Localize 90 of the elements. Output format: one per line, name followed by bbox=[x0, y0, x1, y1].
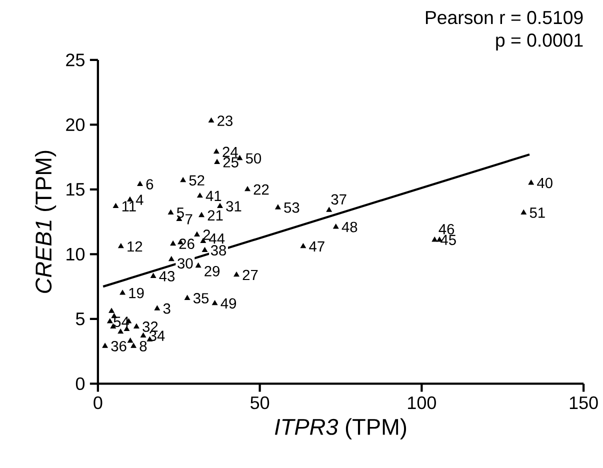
annotation: 32 bbox=[142, 322, 158, 332]
annotation: 52 bbox=[189, 175, 204, 186]
point bbox=[244, 186, 250, 192]
annotation: 53 bbox=[284, 202, 300, 213]
annotation: 6 bbox=[146, 179, 154, 190]
text: p = 0.0001 bbox=[496, 34, 583, 51]
point bbox=[208, 118, 214, 123]
y-tick-label: 10 bbox=[66, 248, 85, 261]
annotation: 2 bbox=[203, 230, 210, 240]
point bbox=[214, 148, 220, 154]
annotation: 23 bbox=[218, 116, 232, 126]
annotation: 8 bbox=[140, 341, 147, 352]
annotation: 26 bbox=[179, 238, 194, 250]
point bbox=[217, 203, 223, 208]
point bbox=[120, 290, 126, 295]
point bbox=[137, 181, 143, 186]
x-tick-label: 0 bbox=[94, 396, 102, 410]
point bbox=[194, 232, 200, 237]
x-axis-title: ITPR3 (TPM) bbox=[274, 418, 406, 440]
point bbox=[528, 180, 534, 185]
annotation: 51 bbox=[530, 208, 545, 218]
point bbox=[333, 224, 339, 229]
annotation: 44 bbox=[209, 234, 225, 244]
point bbox=[202, 247, 208, 252]
point bbox=[184, 295, 190, 300]
point bbox=[134, 324, 140, 329]
point bbox=[118, 328, 124, 334]
text: Pearson r = 0.5109 bbox=[426, 11, 583, 24]
point bbox=[128, 338, 134, 343]
y-tick-label: 0 bbox=[76, 378, 85, 390]
annotation: 4 bbox=[136, 194, 144, 206]
annotation: 22 bbox=[254, 184, 269, 195]
x-tick-label: 150 bbox=[570, 396, 598, 410]
point bbox=[198, 212, 204, 218]
point bbox=[154, 306, 160, 310]
annotation: 12 bbox=[128, 242, 142, 252]
annotation: 40 bbox=[537, 178, 552, 188]
y-tick-label: 20 bbox=[66, 118, 85, 132]
annotation: 11 bbox=[122, 201, 136, 212]
annotation: 47 bbox=[309, 242, 324, 252]
point bbox=[234, 272, 240, 277]
annotation: 30 bbox=[178, 258, 193, 269]
annotation: 36 bbox=[111, 341, 126, 352]
annotation: 19 bbox=[129, 288, 144, 298]
annotation: 49 bbox=[220, 298, 236, 309]
annotation: 7 bbox=[186, 214, 192, 224]
point bbox=[214, 159, 220, 164]
point bbox=[300, 243, 306, 248]
annotation: 25 bbox=[223, 157, 238, 168]
point bbox=[108, 308, 114, 314]
annotation: 48 bbox=[342, 222, 358, 232]
y-axis-title: CREB1 (TPM) bbox=[34, 151, 56, 294]
annotation: 27 bbox=[242, 270, 258, 280]
point bbox=[168, 256, 174, 262]
point bbox=[195, 262, 202, 268]
annotation: 46 bbox=[438, 224, 454, 235]
y-tick-label: 5 bbox=[76, 312, 84, 326]
x-tick-label: 100 bbox=[408, 396, 436, 410]
point bbox=[168, 210, 174, 215]
point bbox=[170, 240, 176, 246]
point bbox=[326, 207, 332, 212]
annotation: 41 bbox=[206, 191, 222, 202]
point bbox=[140, 332, 146, 338]
point bbox=[150, 273, 156, 278]
annotation: 3 bbox=[163, 304, 170, 314]
point bbox=[118, 243, 124, 248]
point bbox=[432, 236, 438, 242]
point bbox=[197, 192, 203, 198]
annotation: 45 bbox=[440, 235, 456, 246]
point bbox=[180, 177, 186, 182]
annotation: 35 bbox=[193, 293, 209, 304]
y-tick-label: 15 bbox=[66, 183, 84, 196]
annotation: 38 bbox=[210, 245, 226, 256]
y-tick-label: 25 bbox=[66, 54, 84, 66]
annotation: 21 bbox=[208, 210, 223, 221]
point bbox=[102, 343, 108, 348]
annotation: 50 bbox=[246, 153, 262, 164]
point bbox=[130, 343, 136, 348]
point bbox=[275, 204, 281, 210]
annotation: 5 bbox=[176, 208, 184, 218]
point bbox=[112, 203, 119, 208]
point bbox=[107, 318, 113, 324]
annotation: 29 bbox=[204, 266, 220, 277]
point bbox=[520, 210, 526, 215]
point bbox=[212, 300, 218, 306]
annotation: 24 bbox=[222, 146, 238, 158]
x-tick-label: 50 bbox=[250, 396, 270, 410]
annotation: 43 bbox=[159, 271, 175, 282]
annotation: 31 bbox=[226, 201, 242, 212]
annotation: 37 bbox=[331, 194, 346, 205]
